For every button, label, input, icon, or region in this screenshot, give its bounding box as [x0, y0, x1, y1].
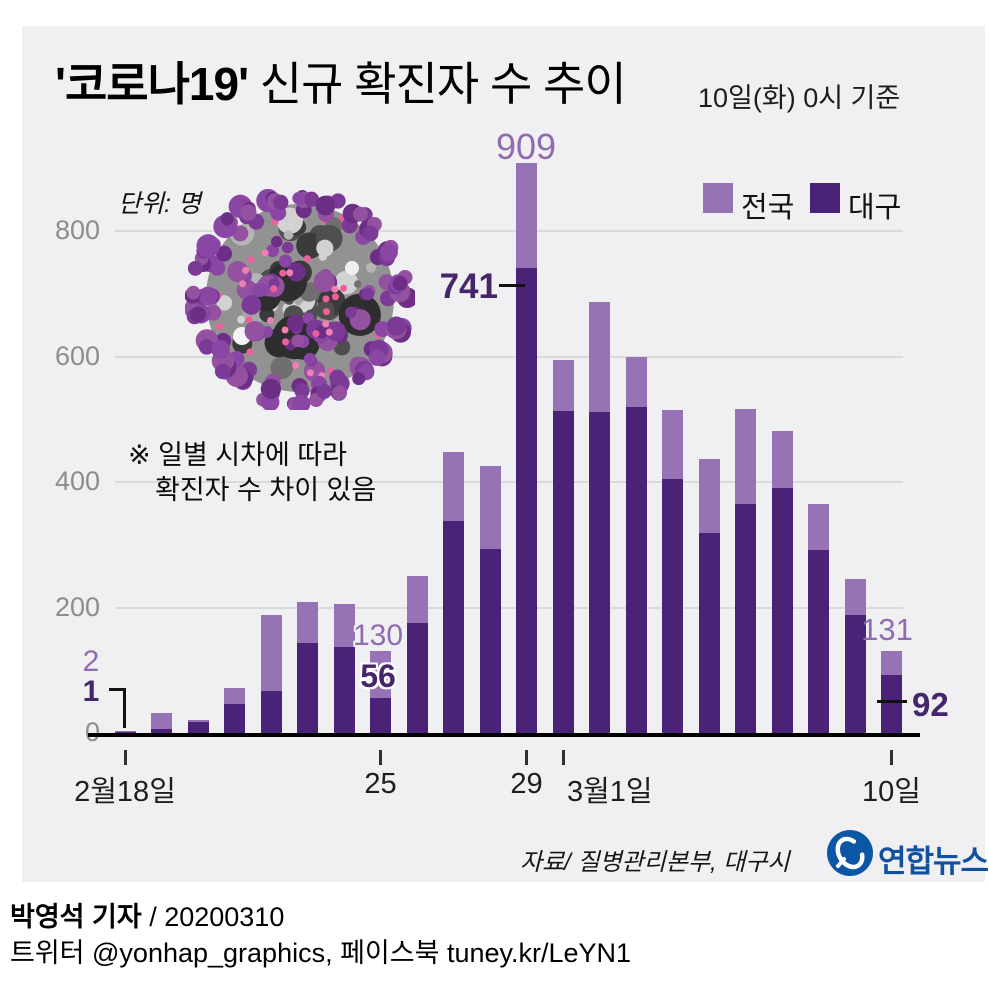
- y-axis-label-400: 400: [54, 466, 100, 496]
- bar-daegu-2월27일: [443, 521, 464, 733]
- bar-nationwide-3월5일: [698, 459, 720, 733]
- x-axis-tick-2월18일: [123, 750, 127, 765]
- title-rest: 신규 확진자 수 추이: [248, 58, 627, 110]
- x-axis-line: [88, 733, 920, 737]
- leader-line-92: [877, 700, 907, 703]
- gridline-200: [115, 606, 903, 609]
- label-first-daegu: 1: [82, 675, 100, 708]
- bar-daegu-3월6일: [735, 504, 756, 733]
- bar-daegu-2월25일: [370, 698, 391, 733]
- bar-daegu-2월23일: [297, 643, 318, 733]
- bar-nationwide-3월8일: [808, 504, 829, 733]
- bar-chart: 0 200 400 600 800 2월18일 25 29 3월1일 10일: [22, 26, 985, 882]
- bar-daegu-2월24일: [333, 647, 355, 733]
- bar-daegu-2월18일: [114, 732, 136, 733]
- yonhap-logo-icon: [827, 830, 873, 876]
- bar-daegu-3월7일: [771, 488, 793, 733]
- coronavirus-illustration: [185, 188, 415, 410]
- legend-swatch-nationwide: [703, 183, 733, 213]
- footnote-line1: ※ 일별 시차에 따라: [128, 440, 348, 470]
- bar-nationwide-3월6일: [735, 409, 756, 733]
- x-axis-tick-29: [525, 750, 528, 765]
- bar-nationwide-2월21일: [224, 688, 245, 733]
- bar-nationwide-2월29일: [516, 163, 537, 733]
- bar-nationwide-2월28일: [479, 466, 501, 733]
- y-axis-label-800: 800: [54, 215, 100, 245]
- x-axis-label-3월1일: 3월1일: [567, 776, 653, 808]
- as-of-timestamp: 10일(화) 0시 기준: [698, 83, 901, 113]
- footer-byline: 박영석 기자 / 20200310: [10, 895, 284, 934]
- label-feb25-daegu: 56: [360, 658, 396, 694]
- x-axis-tick-25: [379, 750, 382, 765]
- x-axis-label-25: 25: [364, 768, 397, 800]
- footnote: ※ 일별 시차에 따라 확진자 수 차이 있음: [128, 438, 376, 508]
- source-credit: 자료/ 질병관리본부, 대구시: [520, 849, 790, 876]
- bar-nationwide-2월19일: [151, 713, 172, 733]
- infographic-panel: '코로나19' 신규 확진자 수 추이 10일(화) 0시 기준 단위: 명 전…: [22, 26, 989, 882]
- label-mar10-nationwide: 131: [861, 612, 913, 647]
- publish-date: / 20200310: [141, 902, 285, 932]
- bar-daegu-2월20일: [187, 722, 209, 733]
- bar-daegu-3월9일: [844, 615, 866, 733]
- leader-bracket-horizontal: [109, 688, 126, 691]
- unit-label: 단위: 명: [118, 190, 201, 218]
- label-mar10-daegu: 92: [912, 686, 949, 723]
- leader-bracket-vertical: [123, 688, 126, 728]
- x-axis-label-2월18일: 2월18일: [74, 776, 176, 808]
- bar-nationwide-3월3일: [625, 357, 647, 733]
- bar-daegu-3월8일: [808, 550, 829, 733]
- bar-nationwide-2월23일: [297, 602, 318, 733]
- bar-daegu-2월19일: [151, 729, 172, 733]
- gridline-400: [115, 481, 903, 483]
- x-axis-label-29: 29: [510, 768, 543, 800]
- bar-nationwide-3월9일: [844, 579, 866, 733]
- yonhap-logo-text: 연합뉴스: [878, 844, 989, 879]
- bar-daegu-2월28일: [479, 549, 501, 733]
- bar-daegu-3월4일: [662, 479, 683, 733]
- legend-swatch-daegu: [810, 183, 840, 213]
- x-axis-label-10일: 10일: [862, 776, 921, 808]
- x-axis-tick-10일: [890, 750, 893, 765]
- bar-nationwide-2월26일: [406, 576, 428, 733]
- bar-daegu-2월22일: [260, 691, 282, 733]
- bar-nationwide-3월1일: [552, 360, 574, 733]
- bar-nationwide-3월2일: [589, 302, 610, 733]
- footnote-line2: 확진자 수 차이 있음: [155, 475, 377, 505]
- bar-nationwide-2월24일: [333, 604, 355, 733]
- bar-daegu-2월26일: [406, 623, 428, 733]
- label-peak-nationwide: 909: [495, 126, 557, 167]
- bar-daegu-3월5일: [698, 533, 720, 733]
- bar-daegu-3월1일: [552, 411, 574, 733]
- title-highlight: '코로나19': [55, 58, 249, 110]
- gridline-800: [115, 230, 903, 232]
- page-title: '코로나19' 신규 확진자 수 추이: [55, 48, 627, 114]
- reporter-name: 박영석 기자: [10, 902, 142, 932]
- bar-nationwide-3월7일: [771, 431, 793, 733]
- bar-nationwide-2월22일: [260, 615, 282, 733]
- footer-contact: 트위터 @yonhap_graphics, 페이스북 tuney.kr/LeYN…: [10, 938, 632, 968]
- bar-daegu-3월3일: [625, 407, 647, 733]
- bar-nationwide-2월25일: [370, 651, 391, 733]
- bar-daegu-3월10일: [881, 675, 902, 733]
- bar-nationwide-3월10일: [881, 651, 902, 733]
- label-first-nationwide: 2: [82, 645, 100, 678]
- x-axis-tick-3월1일: [561, 750, 565, 765]
- bar-nationwide-2월20일: [187, 720, 209, 733]
- label-feb25-nationwide: 130: [352, 619, 404, 652]
- bar-daegu-2월29일: [516, 268, 537, 733]
- label-peak-daegu: 741: [439, 267, 498, 306]
- legend-label-daegu: 대구: [848, 192, 902, 224]
- bar-daegu-3월2일: [589, 412, 610, 733]
- y-axis-label-200: 200: [54, 591, 100, 622]
- bar-nationwide-2월27일: [443, 452, 464, 733]
- y-axis-label-600: 600: [54, 340, 100, 371]
- gridline-600: [115, 355, 903, 358]
- leader-line-741: [499, 284, 525, 287]
- bar-nationwide-3월4일: [662, 410, 683, 733]
- bar-daegu-2월21일: [224, 704, 245, 733]
- legend-label-nationwide: 전국: [741, 192, 795, 224]
- y-axis-label-0: 0: [84, 717, 100, 747]
- bar-nationwide-2월18일: [114, 731, 136, 733]
